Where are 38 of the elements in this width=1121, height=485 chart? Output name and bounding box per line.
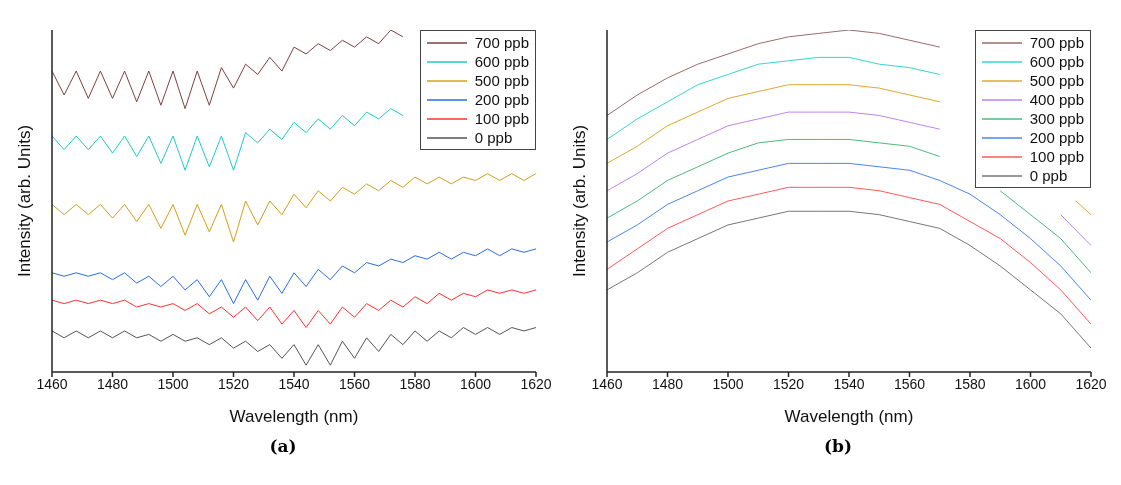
x-tick-label: 1480 xyxy=(651,375,684,392)
legend-label: 0 ppb xyxy=(474,128,513,147)
x-tick-label: 1460 xyxy=(591,375,623,392)
legend-label: 200 ppb xyxy=(1029,128,1084,147)
x-axis-title: Wavelength (nm) xyxy=(229,407,359,426)
x-tick-label: 1600 xyxy=(459,375,492,392)
x-tick-label: 1480 xyxy=(96,375,129,392)
legend-label: 700 ppb xyxy=(1029,33,1084,52)
legend-label: 600 ppb xyxy=(1029,52,1084,71)
x-tick-label: 1620 xyxy=(520,375,552,392)
y-axis-title: Intensity (arb. Units) xyxy=(15,124,35,278)
text: (a) xyxy=(268,436,298,456)
x-tick-label: 1560 xyxy=(893,375,926,392)
x-tick-label: 1540 xyxy=(833,375,865,392)
x-tick-label: 1520 xyxy=(217,375,250,392)
legend-label: 300 ppb xyxy=(1029,109,1084,128)
x-tick-label: 1560 xyxy=(338,375,371,392)
legend-label: 100 ppb xyxy=(474,109,529,128)
legend-label: 500 ppb xyxy=(1029,71,1084,90)
text: (b) xyxy=(823,436,853,456)
legend-label: 500 ppb xyxy=(474,71,529,90)
legend-label: 200 ppb xyxy=(474,90,529,109)
x-tick-label: 1580 xyxy=(399,375,431,392)
y-axis-title: Intensity (arb. Units) xyxy=(570,124,590,278)
x-tick-label: 1600 xyxy=(1014,375,1047,392)
legend-label: 700 ppb xyxy=(474,33,529,52)
x-tick-label: 1460 xyxy=(36,375,68,392)
legend-label: 100 ppb xyxy=(1029,147,1084,166)
x-axis-title: Wavelength (nm) xyxy=(784,407,914,426)
legend-label: 600 ppb xyxy=(474,52,529,71)
legend-label: 400 ppb xyxy=(1029,90,1084,109)
x-tick-label: 1540 xyxy=(278,375,310,392)
x-tick-label: 1620 xyxy=(1075,375,1107,392)
x-tick-label: 1580 xyxy=(954,375,986,392)
x-tick-label: 1500 xyxy=(157,375,189,392)
x-tick-label: 1500 xyxy=(712,375,744,392)
legend-label: 0 ppb xyxy=(1029,166,1068,185)
x-tick-label: 1520 xyxy=(772,375,805,392)
